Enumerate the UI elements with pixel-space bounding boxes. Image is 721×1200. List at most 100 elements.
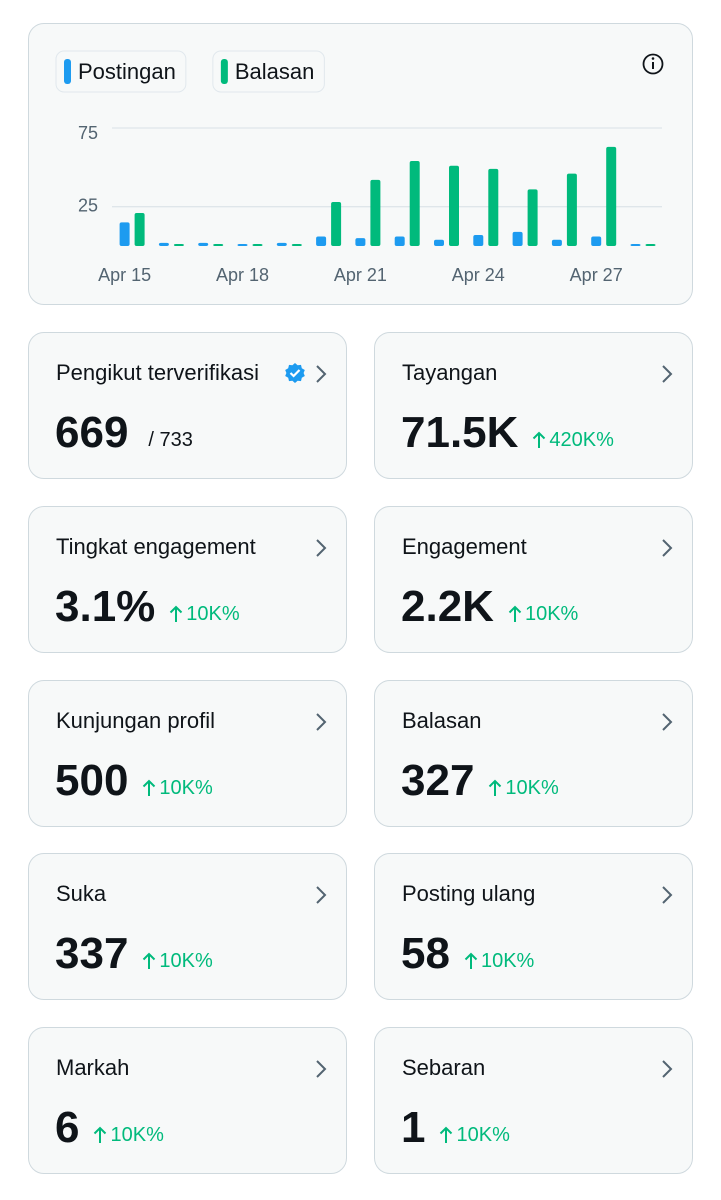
metric-change: 10K% — [480, 950, 535, 972]
up-arrow-icon — [143, 952, 156, 969]
metric-value: 327 — [401, 756, 475, 805]
bar — [630, 243, 640, 246]
metric-card[interactable]: Balasan 327 10K% — [374, 680, 693, 827]
legend-label: Postingan — [78, 59, 176, 84]
bar — [134, 212, 145, 246]
chevron-icon — [316, 886, 327, 904]
bar — [409, 160, 420, 246]
bar — [566, 173, 577, 246]
metric-change: 10K% — [186, 603, 240, 625]
metric-label: Pengikut terverifikasi — [56, 360, 259, 385]
bar — [276, 242, 287, 246]
bar — [237, 243, 247, 246]
bar — [158, 242, 169, 246]
bar — [512, 231, 523, 246]
bar — [590, 236, 601, 246]
x-tick-label: Apr 27 — [569, 264, 622, 284]
metric-value: 1 — [401, 1103, 426, 1152]
metric-label: Posting ulang — [402, 881, 536, 906]
bar — [252, 243, 262, 246]
metric-total: / 733 — [148, 429, 193, 451]
bar — [369, 179, 380, 246]
up-arrow-icon — [170, 605, 183, 622]
chevron-icon — [662, 1060, 673, 1078]
metric-label: Sebaran — [402, 1055, 486, 1080]
metric-label: Tingkat engagement — [56, 534, 256, 559]
y-tick-label: 25 — [77, 195, 97, 215]
bar — [330, 201, 341, 246]
metric-value: 2.2K — [401, 582, 494, 631]
up-arrow-icon — [94, 1126, 107, 1143]
metric-card[interactable]: Tingkat engagement 3.1% 10K% — [28, 506, 347, 653]
chevron-icon — [662, 539, 673, 557]
metric-card[interactable]: Pengikut terverifikasi 669 / 733 — [28, 332, 347, 479]
metric-label: Suka — [56, 881, 107, 906]
info-icon-dot — [651, 56, 654, 60]
metric-label: Balasan — [402, 708, 482, 733]
bar — [551, 239, 562, 246]
up-arrow-icon — [489, 779, 502, 796]
up-arrow-icon — [464, 952, 478, 969]
chart-panel: Postingan Balasan 25 75 Apr 15 Apr 18 Apr 21 Ap… — [28, 23, 693, 305]
up-arrow-icon — [440, 1126, 453, 1143]
metric-value: 3.1% — [55, 582, 156, 631]
metric-value: 71.5K — [401, 408, 519, 457]
legend-box — [55, 50, 186, 92]
metric-label: Markah — [56, 1055, 130, 1080]
bar — [173, 243, 184, 246]
bar — [354, 237, 365, 246]
metric-change: 10K% — [524, 603, 579, 625]
metric-card[interactable]: Kunjungan profil 500 10K% — [28, 680, 347, 827]
metric-value: 6 — [55, 1103, 80, 1152]
metric-change: 10K% — [505, 777, 559, 799]
bar — [527, 188, 538, 246]
metric-value: 500 — [55, 756, 129, 805]
metric-value: 58 — [401, 929, 450, 978]
metric-card[interactable]: Suka 337 10K% — [28, 853, 347, 1000]
metric-value: 337 — [55, 929, 129, 978]
legend-swatch — [63, 58, 71, 84]
bar — [315, 236, 326, 246]
chart: Postingan Balasan 25 75 Apr 15 Apr 18 Apr 21 Ap… — [55, 50, 663, 284]
bar — [291, 243, 302, 246]
verified-badge — [285, 363, 305, 383]
y-tick-label: 75 — [77, 122, 97, 142]
bar — [394, 236, 405, 246]
bar — [645, 243, 655, 246]
metric-label: Tayangan — [402, 360, 498, 385]
bar — [433, 239, 444, 246]
bar — [119, 221, 130, 246]
metric-label: Kunjungan profil — [56, 708, 216, 733]
metric-card[interactable]: Engagement 2.2K 10K% — [374, 506, 693, 653]
legend-item: Postingan — [55, 50, 186, 92]
metric-change: 10K% — [456, 1124, 510, 1146]
bar — [197, 242, 208, 246]
chevron-icon — [662, 365, 673, 383]
metric-card[interactable]: Posting ulang 58 10K% — [374, 853, 693, 1000]
up-arrow-icon — [143, 779, 156, 796]
metric-change: 10K% — [159, 777, 213, 799]
metric-card[interactable]: Tayangan 71.5K 420K% — [374, 332, 693, 479]
chevron-icon — [662, 713, 673, 731]
legend-item: Balasan — [211, 50, 325, 92]
x-tick-label: Apr 24 — [451, 264, 504, 284]
metric-change: 10K% — [159, 950, 213, 972]
bar — [472, 234, 483, 246]
legend-box — [211, 50, 325, 92]
x-tick-label: Apr 18 — [215, 264, 268, 284]
metric-card[interactable]: Sebaran 1 10K% — [374, 1027, 693, 1174]
metric-card[interactable]: Markah 6 10K% — [28, 1027, 347, 1174]
info-icon[interactable] — [642, 53, 663, 74]
chevron-icon — [662, 886, 673, 904]
chevron-icon — [316, 365, 327, 383]
metric-label: Engagement — [402, 534, 527, 559]
chevron-icon — [316, 1060, 327, 1078]
metric-change: 10K% — [110, 1124, 164, 1146]
x-tick-label: Apr 15 — [98, 264, 151, 284]
legend-swatch — [220, 58, 228, 84]
metric-value: 669 — [55, 408, 129, 457]
up-arrow-icon — [533, 431, 546, 448]
up-arrow-icon — [508, 605, 522, 622]
bar — [448, 165, 459, 246]
